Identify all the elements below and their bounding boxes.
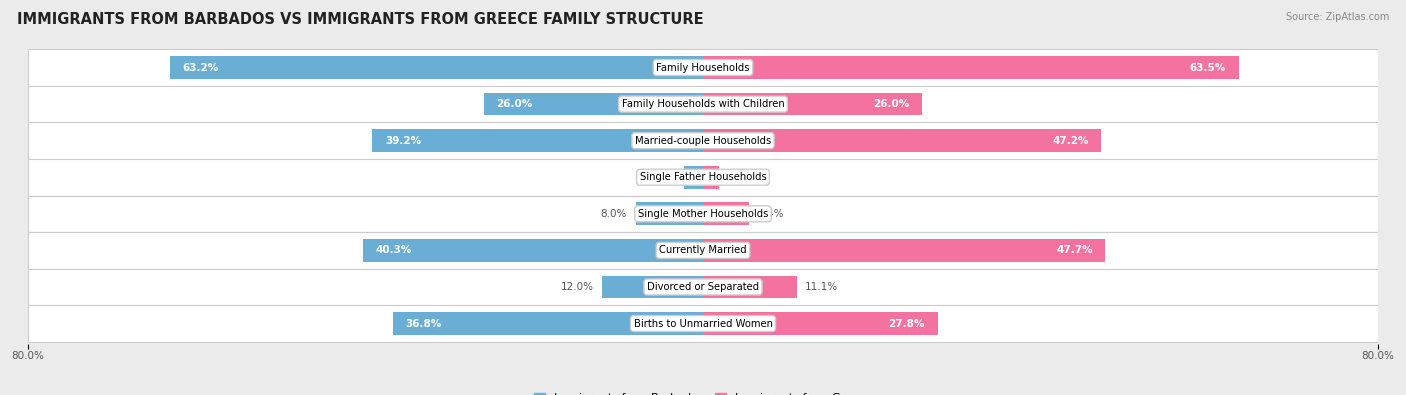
Bar	[703, 276, 797, 298]
Bar	[484, 93, 703, 115]
Bar	[28, 196, 1378, 232]
Text: 63.5%: 63.5%	[1189, 62, 1226, 73]
Bar	[373, 129, 703, 152]
Text: 12.0%: 12.0%	[561, 282, 593, 292]
Text: 8.0%: 8.0%	[600, 209, 627, 219]
Text: IMMIGRANTS FROM BARBADOS VS IMMIGRANTS FROM GREECE FAMILY STRUCTURE: IMMIGRANTS FROM BARBADOS VS IMMIGRANTS F…	[17, 12, 703, 27]
Text: 39.2%: 39.2%	[385, 135, 420, 146]
Bar	[703, 93, 922, 115]
Text: 11.1%: 11.1%	[806, 282, 838, 292]
Bar	[703, 203, 748, 225]
Text: Married-couple Households: Married-couple Households	[636, 135, 770, 146]
Bar	[703, 129, 1101, 152]
Text: 36.8%: 36.8%	[405, 318, 441, 329]
Text: Single Mother Households: Single Mother Households	[638, 209, 768, 219]
Text: 47.2%: 47.2%	[1052, 135, 1088, 146]
Bar	[602, 276, 703, 298]
Text: Currently Married: Currently Married	[659, 245, 747, 256]
Text: Single Father Households: Single Father Households	[640, 172, 766, 182]
Text: Births to Unmarried Women: Births to Unmarried Women	[634, 318, 772, 329]
Bar	[703, 239, 1105, 262]
Text: 47.7%: 47.7%	[1056, 245, 1092, 256]
Text: Source: ZipAtlas.com: Source: ZipAtlas.com	[1285, 12, 1389, 22]
Bar	[28, 86, 1378, 122]
Bar	[28, 305, 1378, 342]
Text: Divorced or Separated: Divorced or Separated	[647, 282, 759, 292]
Bar	[363, 239, 703, 262]
Text: 40.3%: 40.3%	[375, 245, 412, 256]
Bar	[28, 49, 1378, 86]
Text: 26.0%: 26.0%	[496, 99, 533, 109]
Text: Family Households: Family Households	[657, 62, 749, 73]
Text: 2.2%: 2.2%	[650, 172, 676, 182]
Legend: Immigrants from Barbados, Immigrants from Greece: Immigrants from Barbados, Immigrants fro…	[534, 393, 872, 395]
Text: 26.0%: 26.0%	[873, 99, 910, 109]
Text: Family Households with Children: Family Households with Children	[621, 99, 785, 109]
Bar	[703, 56, 1239, 79]
Bar	[28, 122, 1378, 159]
Bar	[28, 269, 1378, 305]
Bar	[636, 203, 703, 225]
Bar	[28, 159, 1378, 196]
Bar	[28, 232, 1378, 269]
Text: 1.9%: 1.9%	[727, 172, 754, 182]
Bar	[685, 166, 703, 188]
Text: 27.8%: 27.8%	[889, 318, 925, 329]
Bar	[703, 166, 718, 188]
Text: 5.4%: 5.4%	[756, 209, 783, 219]
Bar	[170, 56, 703, 79]
Text: 63.2%: 63.2%	[183, 62, 219, 73]
Bar	[392, 312, 703, 335]
Bar	[703, 312, 938, 335]
